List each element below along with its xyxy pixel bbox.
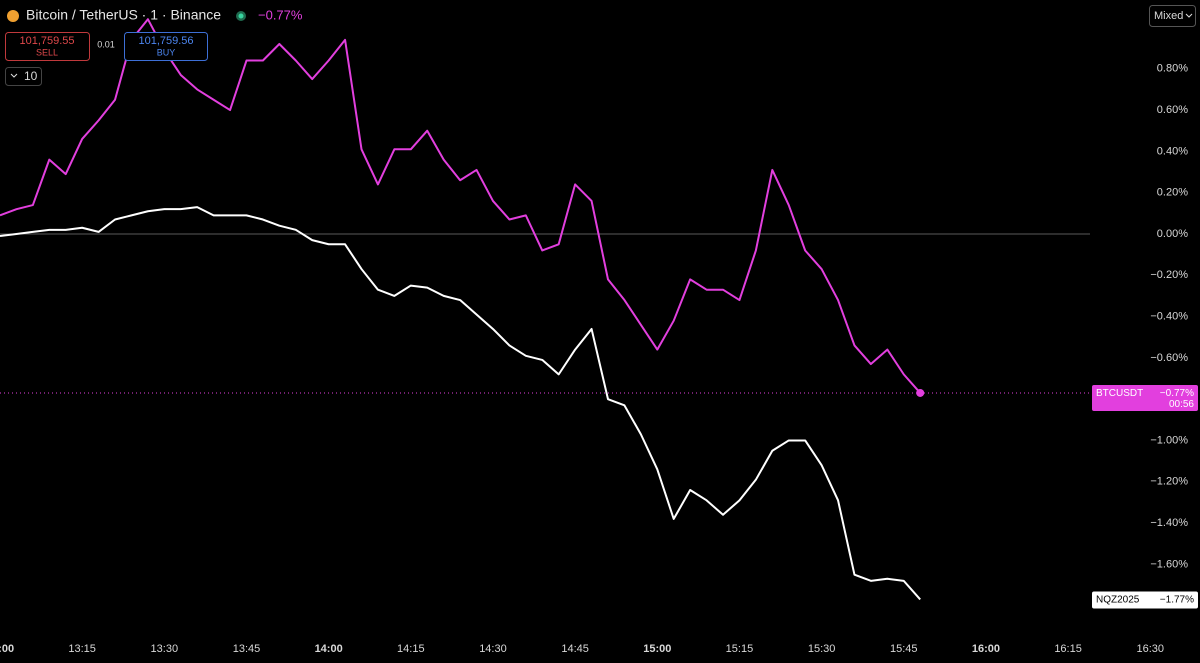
lots-button[interactable] (5, 67, 42, 86)
y-tick-label: 0.40% (1157, 145, 1188, 157)
sell-label: SELL (36, 47, 58, 57)
countdown: 00:56 (1169, 399, 1194, 410)
series-tag (1092, 384, 1198, 411)
buy-price: 101,759.56 (138, 35, 193, 47)
y-tick-label: 0.00% (1157, 228, 1188, 240)
lines-layer (0, 18, 925, 601)
series-tag-name: NQZ2025 (1096, 595, 1140, 606)
scale-mode-button[interactable] (1149, 5, 1196, 27)
y-tick-label: −1.00% (1150, 434, 1188, 446)
y-tick-label: −0.20% (1150, 269, 1188, 281)
x-tick-label: 13:00 (0, 643, 14, 655)
scale-mode: Mixed (1154, 10, 1183, 22)
spread: 0.01 (97, 39, 115, 49)
series-line (0, 206, 921, 601)
y-tick-label: −1.60% (1150, 558, 1188, 570)
y-tick-label: 0.60% (1157, 104, 1188, 116)
axes-layer: 0.80% 0.60% 0.40% 0.20% 0.00% −0.20% −0.40% −0.… (0, 63, 1198, 655)
x-tick-label: 13:15 (68, 643, 96, 655)
x-tick-label: 13:45 (233, 643, 261, 655)
x-tick-label: 15:45 (890, 643, 918, 655)
series-line (0, 18, 921, 394)
lots: 10 (24, 69, 38, 83)
sell-price: 101,759.55 (19, 35, 74, 47)
symbol-icon (7, 10, 19, 22)
series-tag-name: BTCUSDT (1096, 388, 1143, 399)
sell-button[interactable] (5, 32, 90, 61)
x-tick-label: 14:15 (397, 643, 425, 655)
series-tag-value: −0.77% (1160, 388, 1194, 399)
y-tick-label: −0.60% (1150, 352, 1188, 364)
chevron (10, 73, 18, 78)
last-point (916, 388, 925, 397)
x-tick-label: 13:30 (151, 643, 179, 655)
grid-layer (0, 233, 1090, 394)
buy-label: BUY (157, 47, 176, 57)
y-tick-label: −1.20% (1150, 476, 1188, 488)
x-tick-label: 15:30 (808, 643, 836, 655)
x-tick-label: 14:00 (315, 643, 343, 655)
change: −0.77% (258, 7, 303, 22)
x-tick-label: 16:00 (972, 643, 1000, 655)
y-tick-label: 0.20% (1157, 187, 1188, 199)
header: Bitcoin / TetherUS · 1 · Binance −0.77% … (5, 5, 1196, 86)
symbol-title: Bitcoin / TetherUS · 1 · Binance (26, 7, 221, 23)
chevron (1185, 13, 1193, 18)
y-tick-label: −0.40% (1150, 310, 1188, 322)
y-tick-label: −1.40% (1150, 517, 1188, 529)
series-tag (1092, 591, 1198, 609)
x-tick-label: 16:15 (1054, 643, 1082, 655)
x-tick-label: 15:00 (643, 643, 671, 655)
series-tag-value: −1.77% (1160, 595, 1194, 606)
buy-button[interactable] (124, 32, 208, 61)
x-tick-label: 15:15 (726, 643, 754, 655)
x-tick-label: 14:30 (479, 643, 507, 655)
x-tick-label: 14:45 (561, 643, 589, 655)
x-tick-label: 16:30 (1136, 643, 1164, 655)
status-dot-inner (238, 13, 244, 19)
y-tick-label: 0.80% (1157, 63, 1188, 75)
